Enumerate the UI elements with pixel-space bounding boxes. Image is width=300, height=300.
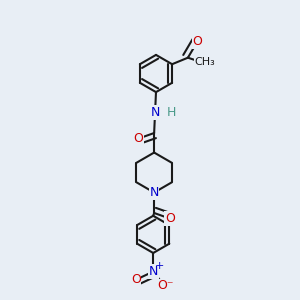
Text: H: H <box>167 106 176 119</box>
Text: O: O <box>134 132 143 145</box>
Text: N: N <box>148 265 158 278</box>
Text: N: N <box>149 186 159 199</box>
Text: O: O <box>165 212 175 225</box>
Text: O: O <box>192 35 202 48</box>
Text: N: N <box>150 106 160 119</box>
Text: O⁻: O⁻ <box>158 279 174 292</box>
Text: +: + <box>155 261 164 271</box>
Text: CH₃: CH₃ <box>194 57 215 67</box>
Text: O: O <box>131 272 141 286</box>
